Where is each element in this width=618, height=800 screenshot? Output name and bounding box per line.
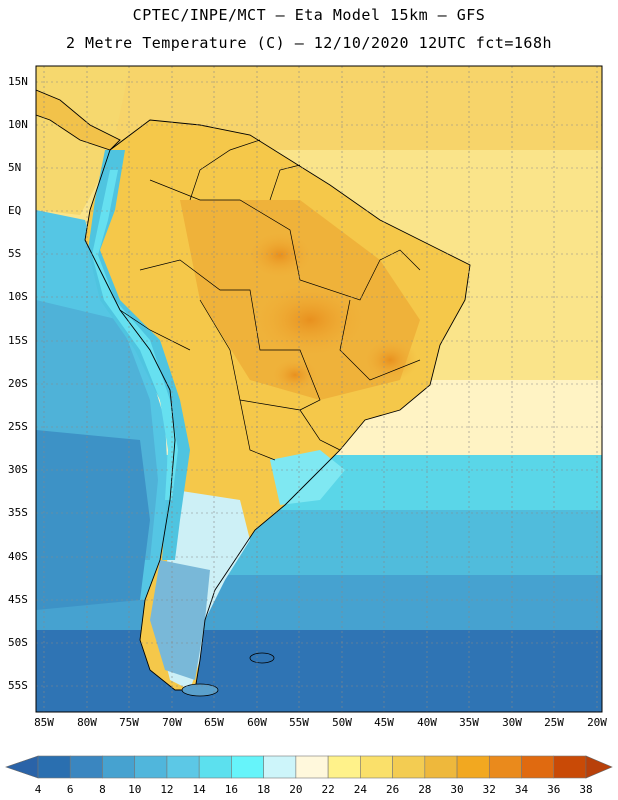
legend-color-swatch [69,755,103,779]
legend-tick-label: 6 [66,783,74,796]
legend-tick-label: 24 [353,783,367,796]
lon-label: 85W [34,716,54,729]
lat-label: 15N [8,75,28,88]
legend-color-swatch [456,755,490,779]
lon-label: 75W [119,716,139,729]
lon-label: 35W [459,716,479,729]
lat-label: 50S [8,636,28,649]
lat-label: 25S [8,420,28,433]
gridlines [36,66,602,712]
legend-color-swatch [102,755,136,779]
legend-tick-label: 4 [34,783,42,796]
legend-color-swatch [295,755,329,779]
legend-color-swatch [488,755,522,779]
andes-peaks [92,170,178,500]
legend-tick-label: 14 [192,783,206,796]
lat-label: 40S [8,550,28,563]
legend-tick-label: 8 [99,783,106,796]
lon-label: 60W [247,716,267,729]
legend-tick-label: 38 [579,783,593,796]
legend-tick-label: 16 [224,783,239,796]
legend-color-swatch [360,755,393,779]
hotspot-amazon [245,230,315,280]
falkland-islands [249,652,275,664]
lat-label: 20S [8,377,28,390]
lat-label: 10S [8,290,28,303]
lat-label: EQ [8,204,22,217]
map-frame [35,65,603,713]
legend-tick-label: 30 [450,783,464,796]
legend-tick-label: 10 [128,783,142,796]
pacific-cold [36,430,150,610]
legend-color-swatch [231,755,264,779]
lat-label: 15S [8,334,28,347]
lat-label: 30S [8,463,28,476]
hotspot-central-brazil [250,280,370,360]
legend-color-swatch [521,755,555,779]
country-borders [119,139,421,461]
hotspot-pantanal [270,357,320,393]
legend-tick-label: 12 [160,783,174,796]
lat-label: 10N [8,118,28,131]
lon-label: 80W [77,716,97,729]
lon-label: 20W [587,716,607,729]
legend-tick-label: 34 [514,783,529,796]
legend-tick-label: 22 [321,783,335,796]
legend-color-swatch [553,755,587,779]
hotspot-bahia [362,338,418,382]
legend-tick-label: 36 [547,783,561,796]
chart-title-line1: CPTEC/INPE/MCT – Eta Model 15km – GFS [132,6,486,24]
legend-tick-label: 18 [257,783,271,796]
andes-cold [88,150,190,560]
legend-color-swatch [198,755,232,779]
legend-low-arrow [5,755,39,779]
lon-label: 65W [204,716,224,729]
legend-color-swatch [37,755,71,779]
chart-title-line2: 2 Metre Temperature (C) – 12/10/2020 12U… [65,34,553,52]
legend-tick-label: 26 [385,783,400,796]
lon-label: 25W [544,716,564,729]
coastline [84,119,471,691]
legend-color-swatch [327,755,361,779]
lon-label: 50W [332,716,352,729]
tierra-del-fuego [181,683,219,697]
color-legend [5,755,613,779]
lat-label: 45S [8,593,28,606]
lat-label: 5S [8,247,22,260]
lon-label: 30W [502,716,522,729]
legend-color-swatch [134,755,168,779]
lon-label: 45W [374,716,394,729]
lon-label: 40W [417,716,437,729]
legend-color-swatch [392,755,426,779]
patagonia-cold [150,560,210,680]
legend-color-swatch [166,755,200,779]
legend-color-swatch [424,755,458,779]
lat-label: 5N [8,161,22,174]
legend-tick-label: 20 [289,783,303,796]
legend-tick-label: 28 [418,783,432,796]
ocean-subpolar [36,630,602,712]
lat-label: 35S [8,506,28,519]
central-america [36,90,120,150]
legend-tick-label: 32 [482,783,496,796]
lat-label: 55S [8,679,28,692]
legend-color-swatch [263,755,297,779]
lon-label: 55W [289,716,309,729]
lon-label: 70W [162,716,182,729]
legend-high-arrow [585,755,613,779]
central-america-outline [36,89,121,151]
